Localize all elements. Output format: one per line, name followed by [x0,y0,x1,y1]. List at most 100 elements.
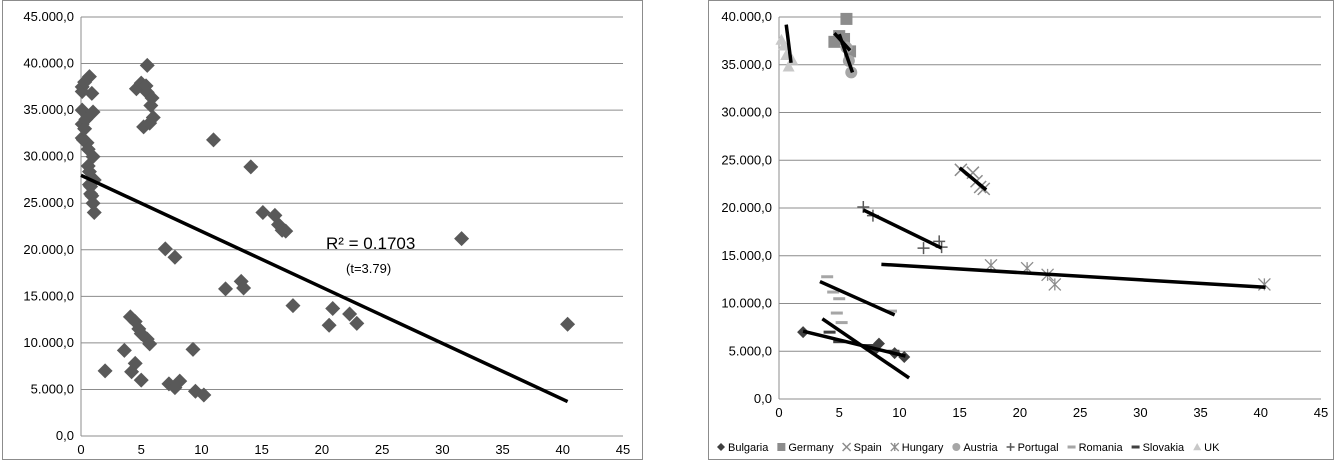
y-tick-label: 20.000,0 [23,242,74,257]
data-point [142,336,158,352]
data-point-romania [835,321,848,325]
data-point [85,195,101,211]
x-tick-label: 0 [77,442,84,457]
data-point [133,372,149,388]
right-axes [778,17,1321,400]
y-tick-label: 40.000,0 [23,56,74,71]
x-tick-label: 30 [435,442,449,457]
legend-label: Portugal [1018,442,1059,454]
trendline-austria [837,33,855,73]
left-gridlines [81,16,623,390]
data-point [81,69,97,85]
legend-label: Spain [854,442,882,454]
y-tick-label: 40.000,0 [721,9,772,24]
data-point [349,315,365,331]
y-tick-label: 25.000,0 [23,195,74,210]
data-point [236,280,252,296]
right-trendlines [784,24,1266,380]
legend-item-portugal: Portugal [1006,442,1059,454]
data-point-hungary [1048,277,1062,291]
left-y-tick-labels: 0,0 5.000,0 10.000,0 15.000,0 20.000,0 25.000… [23,9,74,443]
data-point [116,342,132,358]
x-tick-label: 10 [194,442,208,457]
legend-marker-spain [842,442,852,452]
legend-item-germany: Germany [777,442,834,454]
legend-label: Germany [788,442,834,454]
x-tick-label: 35 [495,442,509,457]
x-tick-label: 25 [375,442,389,457]
legend-marker-bulgaria [717,443,725,451]
data-point [255,205,271,221]
legend-item-spain: Spain [842,442,882,454]
x-tick-label: 20 [315,442,329,457]
data-point [342,306,358,322]
trendline-spain [958,166,988,192]
data-point-portugal [917,242,930,255]
data-point [86,205,102,221]
legend-marker-uk [1193,443,1202,451]
legend-item-slovakia: Slovakia [1131,442,1185,454]
data-point-germany [840,12,853,25]
legend-marker-slovakia [1131,445,1140,449]
x-tick-label: 45 [1314,405,1328,420]
right-chart-svg: 0,0 5.000,0 10.000,0 15.000,0 20.000,0 25.000… [717,9,1328,454]
right-legend: Bulgaria Germany Spain Hungary Austria Portug… [717,442,1220,454]
x-tick-label: 15 [254,442,268,457]
data-point [454,231,470,247]
data-point [97,363,113,379]
trendline-bulgaria [802,329,906,358]
data-point-romania [821,275,834,279]
data-point [325,300,341,316]
legend-item-hungary: Hungary [890,442,944,454]
trendline-romania [819,279,896,317]
trendline-uk [784,24,793,64]
data-point [157,241,173,257]
legend-label: Slovakia [1143,442,1185,454]
y-tick-label: 35.000,0 [721,57,772,72]
y-tick-label: 30.000,0 [23,149,74,164]
legend-label: Bulgaria [728,442,769,454]
legend-label: Romania [1079,442,1124,454]
data-point [185,341,201,357]
data-point [278,223,294,239]
data-point-slovakia [823,330,836,334]
y-tick-label: 25.000,0 [721,152,772,167]
data-point-romania [833,297,846,301]
x-tick-label: 5 [836,405,843,420]
r-squared-annotation: R² = 0.1703 [326,234,415,253]
x-tick-label: 30 [1133,405,1147,420]
legend-marker-germany [777,443,786,451]
trendline-hungary [881,262,1266,290]
data-point [285,298,301,314]
x-tick-label: 35 [1193,405,1207,420]
data-point-slovakia [887,349,900,353]
x-tick-label: 5 [138,442,145,457]
left-x-tick-labels: 0 5 10 15 20 25 30 35 40 45 [77,442,630,457]
x-tick-label: 15 [952,405,966,420]
trendline-slovakia [821,317,911,380]
x-tick-label: 0 [775,405,782,420]
x-tick-label: 40 [1254,405,1268,420]
y-tick-label: 45.000,0 [23,9,74,24]
data-point [77,121,93,137]
data-point [127,355,143,371]
t-stat-annotation: (t=3.79) [346,261,391,276]
left-chart-svg: 0,0 5.000,0 10.000,0 15.000,0 20.000,0 25.000… [23,9,630,457]
y-tick-label: 35.000,0 [23,102,74,117]
legend-label: Austria [963,442,998,454]
data-point [560,316,576,332]
legend-item-uk: UK [1193,442,1220,454]
data-point [243,159,259,175]
data-point [84,85,100,101]
data-point-uk [782,60,795,72]
trendline-portugal [862,208,943,250]
x-tick-label: 40 [556,442,570,457]
right-y-tick-labels: 0,0 5.000,0 10.000,0 15.000,0 20.000,0 25.000… [721,9,772,406]
left-scatter-chart: 0,0 5.000,0 10.000,0 15.000,0 20.000,0 25.000… [2,0,643,460]
legend-item-romania: Romania [1067,442,1124,454]
data-point-romania [827,290,840,294]
legend-marker-portugal [1006,443,1015,451]
legend-marker-hungary [890,442,900,452]
legend-item-bulgaria: Bulgaria [717,442,769,454]
data-point-bulgaria [872,337,885,350]
